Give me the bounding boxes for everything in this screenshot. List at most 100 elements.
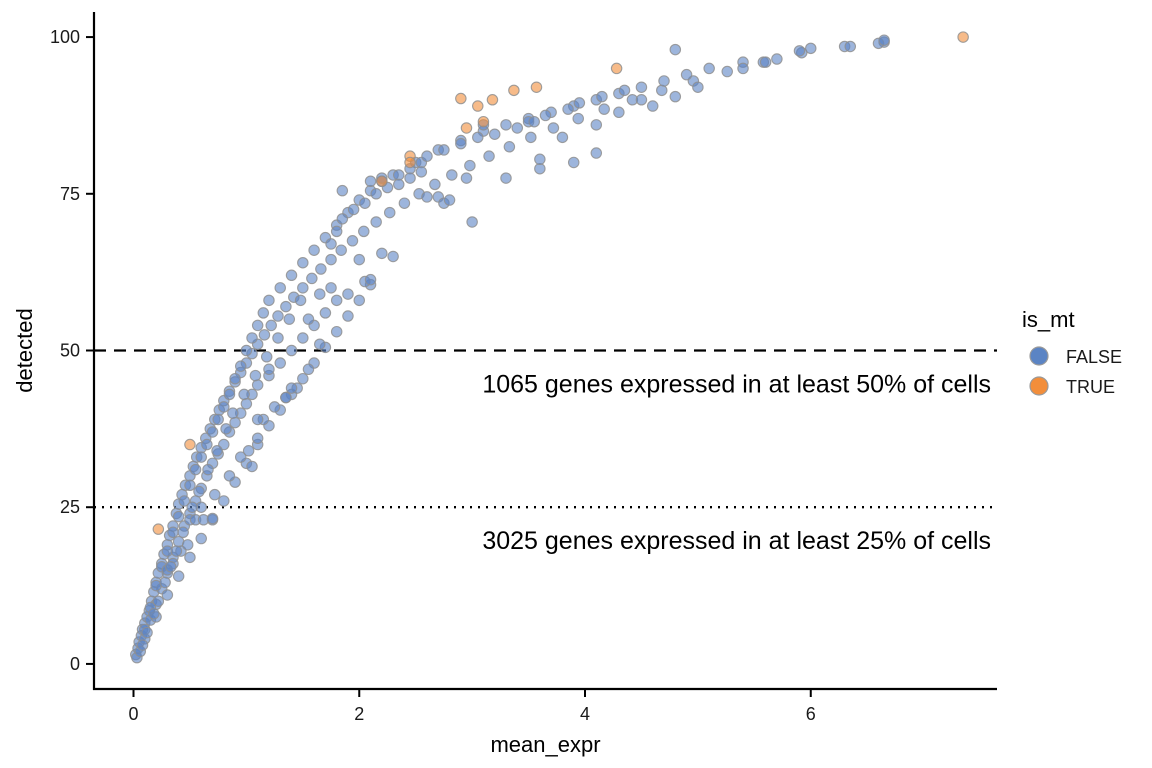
data-point-false (184, 551, 196, 564)
data-point-false (613, 106, 625, 119)
data-point-false (590, 119, 603, 131)
legend-key-false (1029, 346, 1049, 366)
data-point-false (218, 495, 230, 507)
legend-label-false: FALSE (1066, 347, 1122, 367)
data-point-false (325, 282, 337, 294)
data-point-false (393, 178, 405, 191)
data-point-false (223, 388, 236, 401)
data-point-false (460, 172, 473, 184)
data-point-false (165, 561, 177, 573)
data-point-false (562, 103, 574, 115)
data-point-false (141, 626, 153, 639)
data-point-false (177, 526, 189, 539)
points-layer (130, 31, 969, 664)
data-point-false (446, 169, 458, 181)
data-point-false (251, 413, 264, 426)
data-point-false (209, 488, 221, 501)
y-axis-ticks: 0 25 50 75 100 (50, 27, 94, 674)
data-point-false (330, 325, 343, 338)
data-point-false (330, 294, 343, 307)
data-point-false (511, 122, 524, 134)
data-point-false (263, 294, 275, 307)
y-tick-label: 100 (50, 27, 80, 47)
data-point-false (342, 288, 354, 300)
data-point-false (421, 150, 433, 162)
data-point-false (346, 235, 359, 247)
annotation-25-percent: 3025 genes expressed in at least 25% of … (482, 527, 991, 555)
data-point-false (656, 84, 668, 97)
data-point-false (246, 460, 258, 473)
data-point-false (285, 344, 298, 357)
data-point-false (596, 90, 608, 103)
data-point-false (172, 570, 185, 582)
data-point-true (376, 175, 388, 188)
data-point-true (184, 438, 196, 451)
data-point-false (251, 319, 264, 332)
data-point-false (268, 401, 281, 413)
data-point-false (152, 595, 165, 607)
data-point-false (178, 495, 191, 507)
data-point-false (464, 159, 476, 172)
data-point-false (472, 131, 484, 144)
data-point-false (370, 188, 382, 200)
data-point-false (387, 250, 399, 263)
data-point-false (573, 97, 586, 109)
data-point-false (170, 545, 183, 557)
data-point-false (242, 445, 255, 457)
axes: 0 2 4 6 0 25 50 75 100 (50, 12, 997, 724)
data-point-false (272, 310, 284, 322)
data-point-false (260, 351, 273, 363)
data-point-false (294, 294, 307, 307)
data-point-false (556, 131, 569, 144)
data-point-false (358, 225, 370, 238)
data-point-false (189, 463, 202, 476)
data-point-true (486, 94, 499, 106)
data-point-false (336, 184, 349, 197)
data-point-false (539, 109, 552, 122)
data-point-false (297, 372, 309, 385)
data-point-false (251, 379, 264, 391)
data-point-false (136, 639, 149, 651)
data-point-false (201, 438, 213, 451)
x-tick-label: 2 (354, 704, 364, 724)
annotation-50-percent: 1065 genes expressed in at least 50% of … (482, 371, 991, 399)
data-point-false (229, 372, 241, 385)
data-point-false (370, 216, 382, 228)
data-point-false (161, 589, 174, 601)
data-point-false (669, 90, 682, 103)
data-point-true (508, 84, 520, 97)
data-point-false (525, 131, 537, 144)
x-tick-label: 4 (580, 704, 590, 724)
data-point-false (238, 388, 250, 401)
data-point-false (240, 344, 253, 357)
data-point-false (181, 539, 194, 551)
data-point-false (646, 100, 659, 112)
data-point-false (547, 122, 560, 134)
data-point-false (258, 329, 271, 341)
data-point-false (313, 338, 326, 350)
data-point-false (257, 307, 270, 319)
data-point-false (283, 313, 296, 325)
data-point-false (218, 401, 230, 413)
data-point-false (364, 273, 377, 286)
data-point-false (703, 62, 715, 75)
x-axis-title: mean_expr (490, 732, 600, 757)
data-point-false (325, 253, 337, 266)
data-point-false (227, 407, 239, 419)
data-point-false (336, 213, 349, 225)
data-point-false (347, 203, 360, 216)
data-point-false (669, 43, 682, 56)
data-point-false (313, 288, 326, 300)
data-point-false (404, 172, 416, 184)
data-point-false (184, 479, 196, 492)
data-point-false (306, 272, 318, 285)
data-point-false (844, 40, 857, 53)
x-tick-label: 6 (806, 704, 816, 724)
data-point-false (429, 178, 441, 191)
data-point-false (359, 197, 371, 209)
data-point-false (393, 169, 405, 181)
data-point-false (229, 416, 241, 429)
data-point-false (195, 532, 207, 545)
data-point-false (193, 485, 205, 498)
data-point-false (443, 194, 456, 206)
